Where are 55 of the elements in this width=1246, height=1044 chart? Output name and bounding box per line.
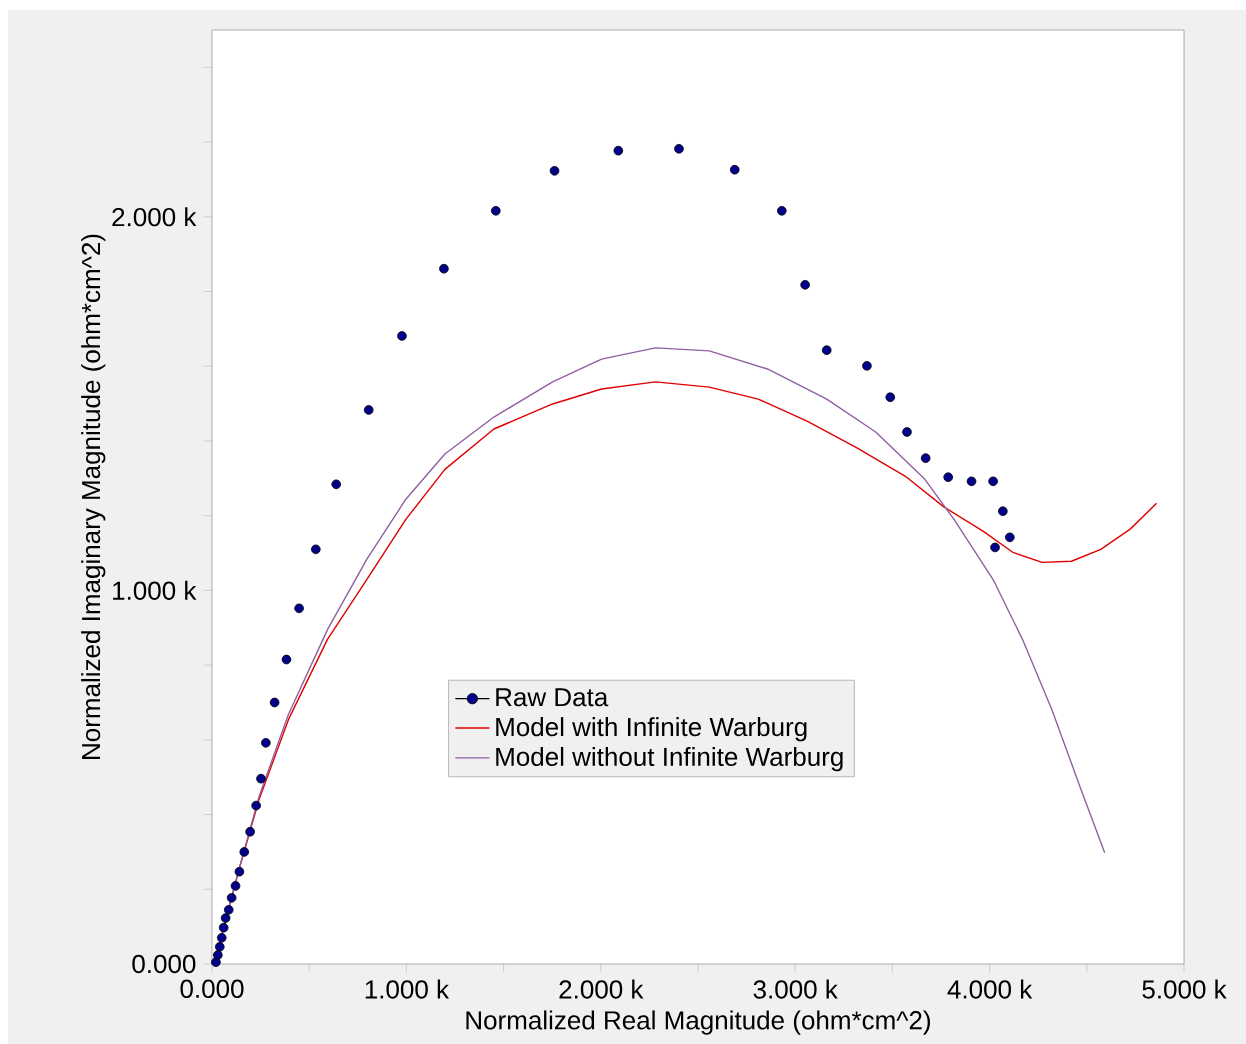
point <box>216 933 227 943</box>
point <box>491 206 501 216</box>
point <box>674 144 684 154</box>
point <box>862 361 872 371</box>
point <box>251 800 261 811</box>
legend-label: Model with Infinite Warburg <box>496 717 807 742</box>
x-tick-label: 1.000 k <box>365 979 450 999</box>
point <box>214 942 225 952</box>
legend-label: Raw Data <box>496 688 609 707</box>
point <box>363 405 374 415</box>
y-tick-label: 2.000 k <box>112 207 197 227</box>
point <box>397 331 407 341</box>
point <box>966 476 977 487</box>
x-tick-label: 0.000 <box>180 979 244 999</box>
point <box>218 922 229 933</box>
y-tick-label: 1.000 k <box>113 580 197 600</box>
point <box>226 893 237 903</box>
point <box>220 913 231 923</box>
x-axis-title: Normalized Real Magnitude (ohm*cm^2) <box>466 1010 930 1035</box>
point <box>988 476 998 487</box>
point <box>998 506 1008 516</box>
x-tick-label: 3.000 k <box>753 979 838 999</box>
point <box>943 472 954 482</box>
point <box>331 479 342 490</box>
point <box>885 392 896 403</box>
x-tick-label: 4.000 k <box>947 979 1033 999</box>
point <box>294 603 304 614</box>
point <box>311 544 321 555</box>
point <box>239 847 250 857</box>
point <box>211 957 221 967</box>
point <box>613 145 624 156</box>
point <box>777 206 787 216</box>
point <box>1005 532 1015 543</box>
point <box>234 866 245 877</box>
point <box>269 697 280 708</box>
x-tick-label: 5.000 k <box>1142 979 1227 999</box>
y-axis-title: Normalized Imaginary Magnitude (ohm*cm^2) <box>81 234 106 759</box>
point <box>902 427 912 437</box>
point <box>256 773 266 784</box>
point <box>729 164 740 175</box>
point <box>990 542 1000 553</box>
legend-label: Model without Infinite Warburg <box>496 746 843 772</box>
point <box>230 881 241 891</box>
y-tick-label: 0.000 <box>132 954 196 974</box>
point <box>213 950 223 960</box>
point <box>821 345 832 355</box>
x-tick-label: 2.000 k <box>559 979 644 999</box>
point <box>245 826 255 837</box>
point <box>261 738 271 748</box>
point <box>439 263 449 274</box>
point <box>549 166 560 176</box>
point <box>800 279 810 290</box>
point <box>223 905 234 915</box>
point <box>920 453 931 463</box>
point <box>281 654 292 665</box>
